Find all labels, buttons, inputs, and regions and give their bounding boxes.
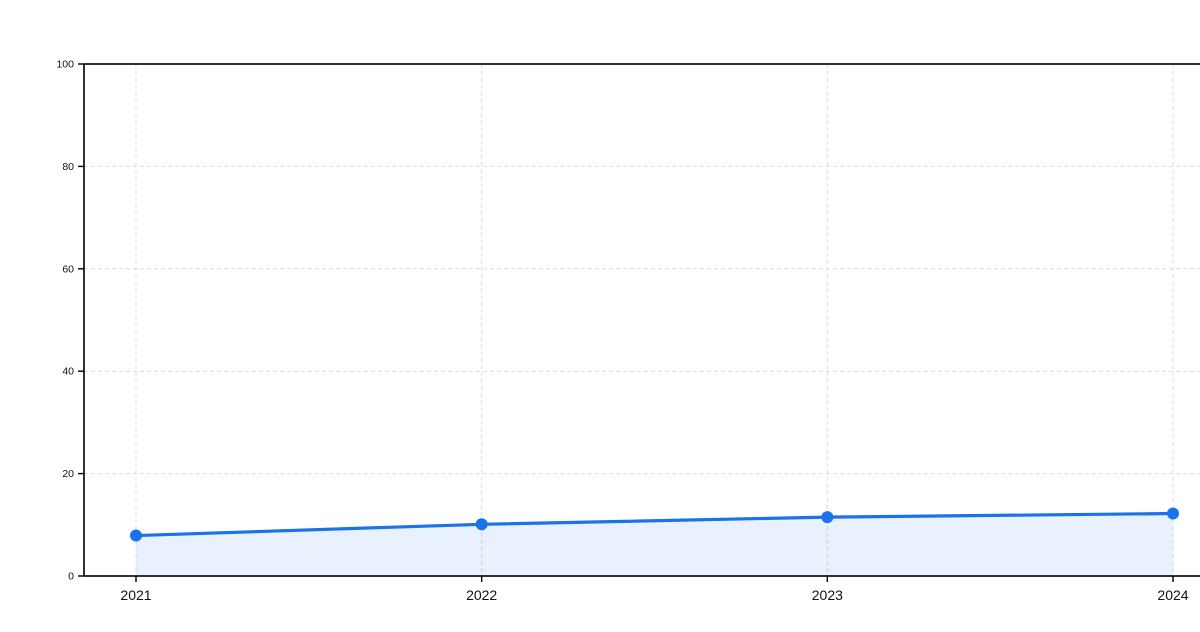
- axes-frame: [83, 63, 1200, 577]
- y-tick-label: 20: [62, 468, 74, 480]
- data-point-2022: [475, 518, 488, 531]
- area-fill: [136, 513, 1173, 576]
- data-point-2023: [821, 511, 834, 524]
- data-point-2024: [1167, 507, 1179, 520]
- y-tick-label: 0: [68, 571, 74, 583]
- chart-figure: Diversity Index Trend: US ZIP Code 79907…: [40, 16, 1200, 616]
- plot-background: [84, 64, 1200, 576]
- x-tick-label: 2024: [1157, 587, 1188, 603]
- y-tick-label: 100: [56, 59, 74, 71]
- x-tick-label: 2021: [120, 587, 151, 603]
- y-tick-label: 40: [62, 366, 74, 378]
- y-tick-label: 60: [62, 263, 74, 275]
- data-point-2021: [130, 529, 142, 542]
- y-tick-label: 80: [62, 161, 74, 173]
- x-tick-label: 2023: [812, 587, 843, 603]
- trend-line: [134, 511, 1175, 538]
- line-chart-canvas: 0 20 40 60 80 100 2021 2022 2023 2024: [40, 16, 1200, 616]
- x-tick-label: 2022: [466, 587, 497, 603]
